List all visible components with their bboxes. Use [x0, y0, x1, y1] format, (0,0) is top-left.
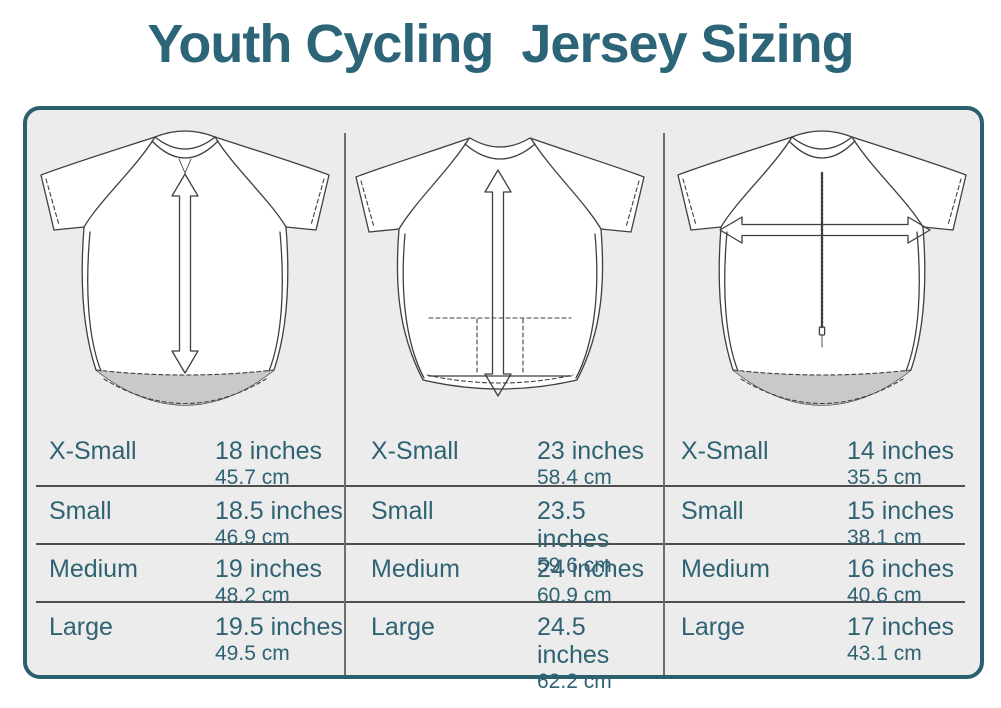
cm-value: 60.9 cm	[537, 584, 612, 607]
cm-value: 38.1 cm	[847, 526, 922, 549]
size-label: Medium	[371, 555, 460, 583]
size-label: Small	[49, 497, 112, 525]
table-row: Medium 24 inches 60.9 cm	[346, 543, 663, 607]
size-label: Medium	[49, 555, 138, 583]
table-row: Small 15 inches 38.1 cm	[665, 485, 965, 549]
inches-value: 19 inches	[215, 555, 323, 583]
inches-value: 19.5 inches	[215, 613, 343, 641]
cm-value: 40.6 cm	[847, 584, 922, 607]
column-divider	[344, 133, 346, 675]
inches-value: 14 inches	[847, 437, 955, 465]
size-label: X-Small	[49, 437, 137, 465]
chest-width-size-table: X-Small 14 inches 35.5 cm Small 15 inche…	[665, 427, 965, 665]
back-length-size-table: X-Small 23 inches 58.4 cm Small 23.5 inc…	[346, 427, 663, 693]
cm-value: 43.1 cm	[847, 642, 922, 665]
inches-value: 15 inches	[847, 497, 955, 525]
front-length-size-table: X-Small 18 inches 45.7 cm Small 18.5 inc…	[36, 427, 344, 665]
jersey-back-illustration	[355, 137, 645, 397]
hem-shadow	[733, 370, 911, 405]
table-row: Large 17 inches 43.1 cm	[665, 601, 965, 665]
table-row: Large 24.5 inches 62.2 cm	[346, 601, 663, 693]
inches-value: 16 inches	[847, 555, 955, 583]
size-label: Large	[371, 613, 435, 641]
column-divider	[663, 133, 665, 675]
cm-value: 58.4 cm	[537, 466, 612, 489]
inches-value: 18.5 inches	[215, 497, 343, 525]
table-row: X-Small 18 inches 45.7 cm	[36, 427, 344, 489]
vertical-measure-arrow-icon	[484, 169, 512, 397]
cm-value: 35.5 cm	[847, 466, 922, 489]
cm-value: 48.2 cm	[215, 584, 290, 607]
cm-value: 49.5 cm	[215, 642, 290, 665]
sizing-panel: X-Small 18 inches 45.7 cm Small 18.5 inc…	[23, 106, 984, 693]
size-label: Large	[681, 613, 745, 641]
inches-value: 24 inches	[537, 555, 645, 583]
zipper	[818, 171, 826, 348]
size-label: Small	[371, 497, 434, 525]
inches-value: 17 inches	[847, 613, 955, 641]
cm-value: 62.2 cm	[537, 670, 612, 693]
size-label: Large	[49, 613, 113, 641]
inches-value: 24.5 inches	[537, 613, 610, 669]
jersey-front-illustration	[40, 130, 330, 406]
cm-value: 46.9 cm	[215, 526, 290, 549]
pocket-dividers	[476, 318, 524, 376]
cm-value: 59.6 cm	[537, 554, 612, 577]
horizontal-measure-arrow-icon	[719, 216, 931, 244]
size-label: X-Small	[681, 437, 769, 465]
vertical-measure-arrow-icon	[171, 173, 199, 374]
page-title: Youth Cycling Jersey Sizing	[147, 14, 854, 74]
table-row: X-Small 14 inches 35.5 cm	[665, 427, 965, 489]
table-row: Medium 19 inches 48.2 cm	[36, 543, 344, 607]
table-row: X-Small 23 inches 58.4 cm	[346, 427, 663, 489]
size-label: X-Small	[371, 437, 459, 465]
jersey-front-zipper-illustration	[677, 130, 967, 406]
inches-value: 18 inches	[215, 437, 323, 465]
size-label: Medium	[681, 555, 770, 583]
table-row: Small 23.5 inches 59.6 cm	[346, 485, 663, 577]
table-row: Large 19.5 inches 49.5 cm	[36, 601, 344, 665]
table-row: Small 18.5 inches 46.9 cm	[36, 485, 344, 549]
hem-shadow	[96, 370, 274, 405]
cm-value: 45.7 cm	[215, 466, 290, 489]
inches-value: 23 inches	[537, 437, 645, 465]
table-row: Medium 16 inches 40.6 cm	[665, 543, 965, 607]
size-label: Small	[681, 497, 744, 525]
inches-value: 23.5 inches	[537, 497, 610, 553]
